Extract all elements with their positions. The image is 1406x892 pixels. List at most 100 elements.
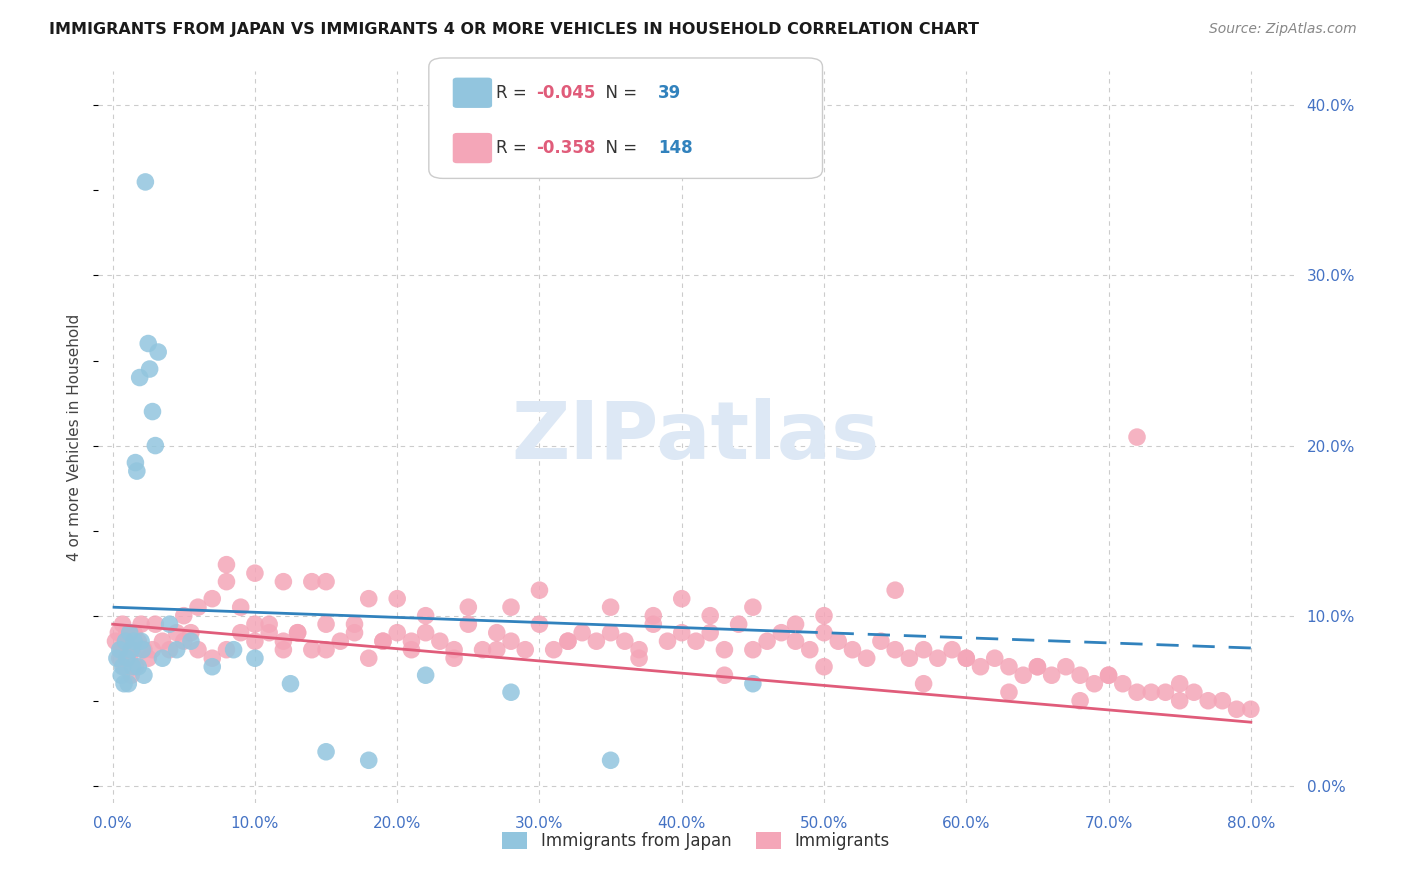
Point bbox=[912, 642, 935, 657]
Point bbox=[741, 600, 763, 615]
Point bbox=[141, 404, 163, 418]
Point bbox=[187, 600, 209, 615]
Point bbox=[770, 625, 793, 640]
Point bbox=[215, 558, 238, 572]
Point bbox=[243, 634, 266, 648]
Point bbox=[1140, 685, 1163, 699]
Point bbox=[180, 625, 202, 640]
Point bbox=[125, 464, 148, 478]
Point bbox=[122, 625, 145, 640]
Point bbox=[1154, 685, 1177, 699]
Point bbox=[159, 642, 181, 657]
Point bbox=[485, 642, 508, 657]
Point bbox=[415, 668, 437, 682]
Point bbox=[998, 685, 1021, 699]
Point bbox=[315, 574, 337, 589]
Point bbox=[173, 608, 195, 623]
Point bbox=[969, 659, 991, 673]
Point bbox=[457, 600, 479, 615]
Point bbox=[108, 651, 131, 665]
Point bbox=[120, 668, 142, 682]
Point bbox=[201, 591, 224, 606]
Point bbox=[127, 659, 149, 673]
Point bbox=[657, 634, 679, 648]
Point bbox=[984, 651, 1007, 665]
Point bbox=[243, 566, 266, 581]
Point bbox=[385, 625, 409, 640]
Point bbox=[215, 642, 238, 657]
Point bbox=[111, 617, 134, 632]
Point bbox=[243, 651, 266, 665]
Point bbox=[599, 625, 621, 640]
Point bbox=[122, 634, 145, 648]
Point bbox=[813, 608, 835, 623]
Point bbox=[529, 617, 551, 632]
Point bbox=[1211, 694, 1233, 708]
Point bbox=[166, 625, 188, 640]
Text: 39: 39 bbox=[658, 84, 682, 102]
Point bbox=[1083, 677, 1105, 691]
Point bbox=[104, 634, 127, 648]
Point bbox=[229, 625, 252, 640]
Point bbox=[585, 634, 607, 648]
Point bbox=[628, 642, 651, 657]
Point bbox=[215, 574, 238, 589]
Point bbox=[941, 642, 963, 657]
Point bbox=[243, 617, 266, 632]
Point bbox=[111, 659, 134, 673]
Point bbox=[827, 634, 849, 648]
Point bbox=[371, 634, 394, 648]
Point bbox=[671, 591, 693, 606]
Point bbox=[599, 600, 621, 615]
Point bbox=[912, 677, 935, 691]
Point bbox=[120, 642, 142, 657]
Point bbox=[357, 753, 380, 767]
Point bbox=[121, 642, 143, 657]
Point bbox=[1026, 659, 1049, 673]
Point bbox=[131, 642, 153, 657]
Point bbox=[685, 634, 707, 648]
Point bbox=[799, 642, 821, 657]
Text: -0.045: -0.045 bbox=[536, 84, 595, 102]
Point bbox=[499, 685, 522, 699]
Point bbox=[138, 362, 160, 376]
Point bbox=[222, 642, 245, 657]
Point bbox=[117, 677, 139, 691]
Point bbox=[1069, 668, 1091, 682]
Point bbox=[785, 617, 807, 632]
Point bbox=[643, 608, 665, 623]
Text: R =: R = bbox=[496, 139, 533, 157]
Point bbox=[571, 625, 593, 640]
Point bbox=[128, 370, 150, 384]
Text: R =: R = bbox=[496, 84, 533, 102]
Point bbox=[870, 634, 893, 648]
Point bbox=[143, 617, 166, 632]
Point bbox=[112, 677, 135, 691]
Point bbox=[1026, 659, 1049, 673]
Point bbox=[107, 625, 129, 640]
Point bbox=[117, 634, 139, 648]
Point bbox=[927, 651, 949, 665]
Point bbox=[643, 617, 665, 632]
Point bbox=[385, 591, 409, 606]
Text: ZIPatlas: ZIPatlas bbox=[512, 398, 880, 476]
Point bbox=[955, 651, 977, 665]
Point bbox=[1240, 702, 1263, 716]
Y-axis label: 4 or more Vehicles in Household: 4 or more Vehicles in Household bbox=[67, 313, 83, 561]
Point bbox=[884, 642, 907, 657]
Point bbox=[955, 651, 977, 665]
Point bbox=[166, 642, 188, 657]
Point bbox=[257, 625, 280, 640]
Point bbox=[1168, 694, 1191, 708]
Text: IMMIGRANTS FROM JAPAN VS IMMIGRANTS 4 OR MORE VEHICLES IN HOUSEHOLD CORRELATION : IMMIGRANTS FROM JAPAN VS IMMIGRANTS 4 OR… bbox=[49, 22, 979, 37]
Point bbox=[114, 634, 136, 648]
Point bbox=[132, 642, 155, 657]
Point bbox=[699, 625, 721, 640]
Point bbox=[115, 625, 138, 640]
Point bbox=[841, 642, 863, 657]
Point bbox=[371, 634, 394, 648]
Text: -0.358: -0.358 bbox=[536, 139, 595, 157]
Point bbox=[143, 439, 166, 453]
Point bbox=[813, 659, 835, 673]
Point bbox=[1112, 677, 1135, 691]
